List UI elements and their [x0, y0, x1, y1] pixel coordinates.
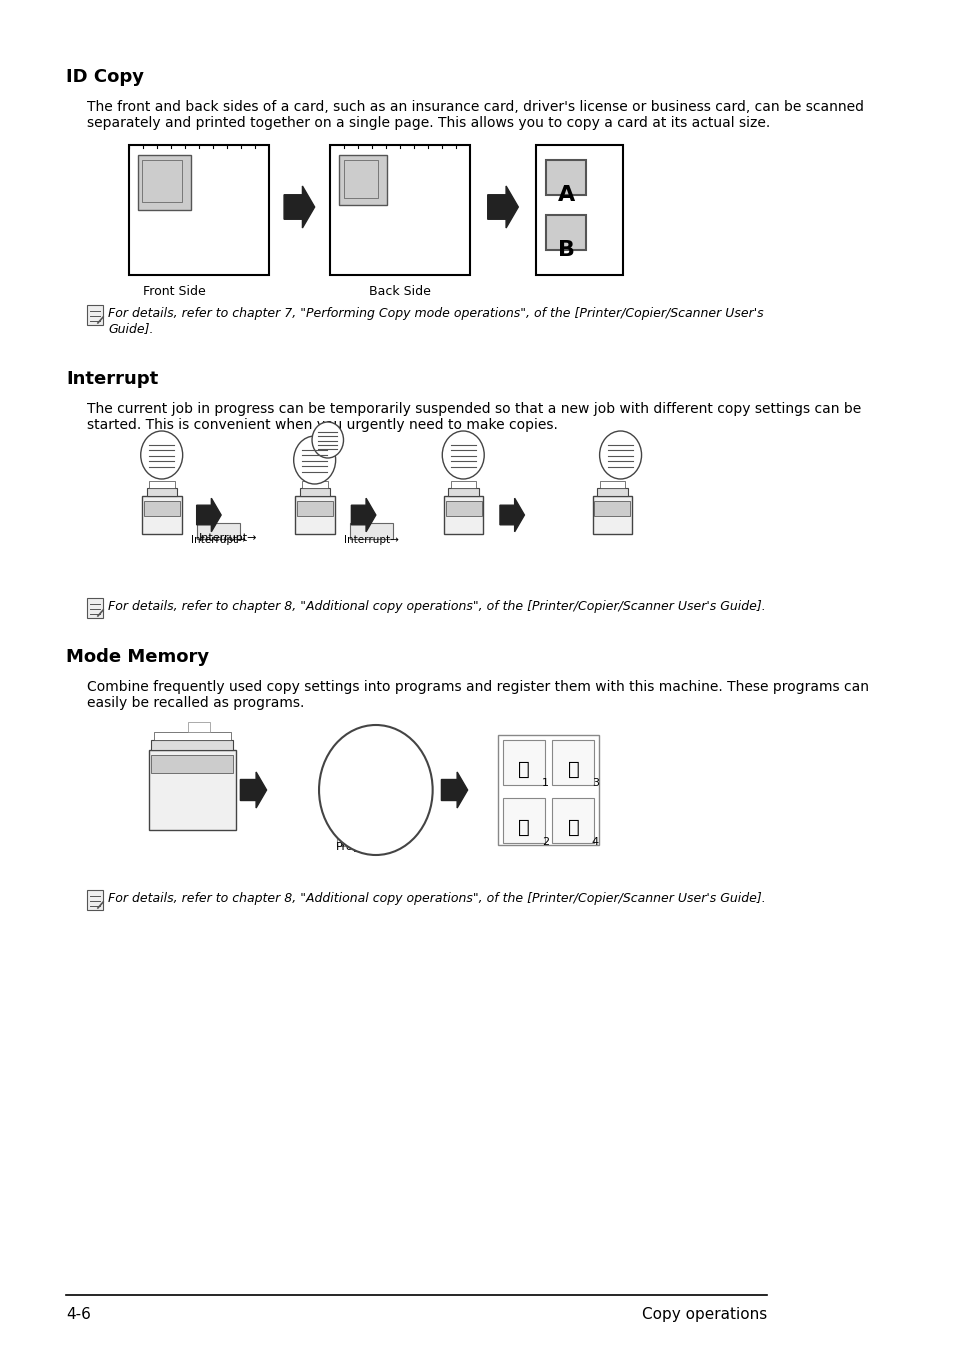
Bar — [297, 501, 333, 516]
Bar — [150, 481, 174, 487]
Text: Interrupt→: Interrupt→ — [344, 535, 398, 545]
Bar — [338, 155, 387, 205]
Text: 1: 1 — [541, 778, 548, 788]
Bar — [400, 751, 406, 757]
Text: Interrupt→: Interrupt→ — [191, 535, 246, 545]
Bar — [348, 761, 370, 792]
Text: 4: 4 — [394, 810, 401, 819]
Text: Interrupt: Interrupt — [67, 370, 158, 387]
Bar — [384, 751, 391, 757]
Bar — [536, 144, 622, 275]
Text: Interrupt→: Interrupt→ — [198, 533, 256, 543]
Bar — [371, 784, 387, 813]
Bar — [599, 481, 624, 487]
Polygon shape — [441, 772, 467, 809]
Polygon shape — [284, 186, 314, 228]
Text: 4-6: 4-6 — [67, 1307, 91, 1322]
Text: 4: 4 — [591, 837, 598, 846]
Text: ↑: ↑ — [364, 795, 387, 824]
Bar — [138, 155, 191, 211]
Polygon shape — [351, 498, 375, 532]
Bar — [299, 487, 330, 495]
Bar — [552, 740, 594, 784]
Text: 🍎: 🍎 — [517, 760, 529, 779]
Bar — [144, 501, 180, 516]
Polygon shape — [499, 498, 524, 532]
Bar — [196, 522, 240, 539]
Bar — [302, 481, 328, 487]
Bar — [142, 161, 182, 202]
Text: For details, refer to chapter 7, "Performing Copy mode operations", of the [Prin: For details, refer to chapter 7, "Perfor… — [109, 306, 763, 335]
Bar — [448, 487, 478, 495]
Circle shape — [141, 431, 182, 479]
Bar — [353, 751, 359, 757]
Text: 🍓: 🍓 — [567, 818, 578, 837]
Bar — [153, 732, 231, 740]
Circle shape — [294, 436, 335, 485]
Text: The current job in progress can be temporarily suspended so that a new job with : The current job in progress can be tempo… — [88, 402, 861, 432]
Circle shape — [318, 725, 433, 855]
Bar — [594, 501, 630, 516]
Circle shape — [442, 431, 484, 479]
Bar — [360, 751, 367, 757]
Circle shape — [599, 431, 640, 479]
Text: A: A — [558, 185, 575, 205]
Bar — [376, 751, 382, 757]
Bar — [369, 751, 375, 757]
Text: For details, refer to chapter 8, "Additional copy operations", of the [Printer/C: For details, refer to chapter 8, "Additi… — [109, 599, 765, 613]
Bar — [88, 890, 103, 910]
Polygon shape — [196, 498, 221, 532]
Bar — [336, 832, 389, 846]
Text: Combine frequently used copy settings into programs and register them with this : Combine frequently used copy settings in… — [88, 680, 868, 710]
Bar — [147, 487, 177, 495]
Bar — [445, 501, 481, 516]
Bar — [345, 751, 351, 757]
Text: 2: 2 — [541, 837, 549, 846]
Text: 🍌: 🍌 — [517, 818, 529, 837]
Bar — [188, 722, 210, 732]
Bar — [343, 161, 378, 198]
Text: 🍇: 🍇 — [567, 760, 578, 779]
Bar — [88, 305, 103, 325]
Bar — [149, 751, 235, 830]
Text: ID Copy: ID Copy — [67, 68, 144, 86]
Bar — [330, 144, 470, 275]
Bar — [152, 755, 233, 774]
Bar — [502, 798, 544, 842]
Text: Copy operations: Copy operations — [641, 1307, 766, 1322]
Bar — [451, 481, 476, 487]
Bar — [592, 495, 631, 535]
Bar — [88, 598, 103, 618]
Bar — [152, 740, 233, 751]
Bar — [546, 161, 585, 194]
Polygon shape — [487, 186, 517, 228]
Circle shape — [312, 423, 343, 458]
Bar — [546, 215, 585, 250]
Bar — [130, 144, 269, 275]
Bar — [597, 487, 627, 495]
Bar — [552, 798, 594, 842]
Text: For details, refer to chapter 8, "Additional copy operations", of the [Printer/C: For details, refer to chapter 8, "Additi… — [109, 892, 765, 904]
Text: Back Side: Back Side — [369, 285, 431, 298]
Bar — [142, 495, 182, 535]
Bar — [443, 495, 483, 535]
Bar — [497, 734, 598, 845]
Text: Mode Memory: Mode Memory — [67, 648, 210, 666]
Text: The front and back sides of a card, such as an insurance card, driver's license : The front and back sides of a card, such… — [88, 100, 863, 130]
Polygon shape — [240, 772, 266, 809]
Text: Program1: Program1 — [335, 842, 390, 852]
Text: B: B — [558, 240, 575, 261]
Bar — [295, 495, 335, 535]
Bar — [392, 751, 398, 757]
Text: Front Side: Front Side — [143, 285, 206, 298]
Text: 3: 3 — [591, 778, 598, 788]
Bar — [349, 522, 393, 539]
Bar — [502, 740, 544, 784]
